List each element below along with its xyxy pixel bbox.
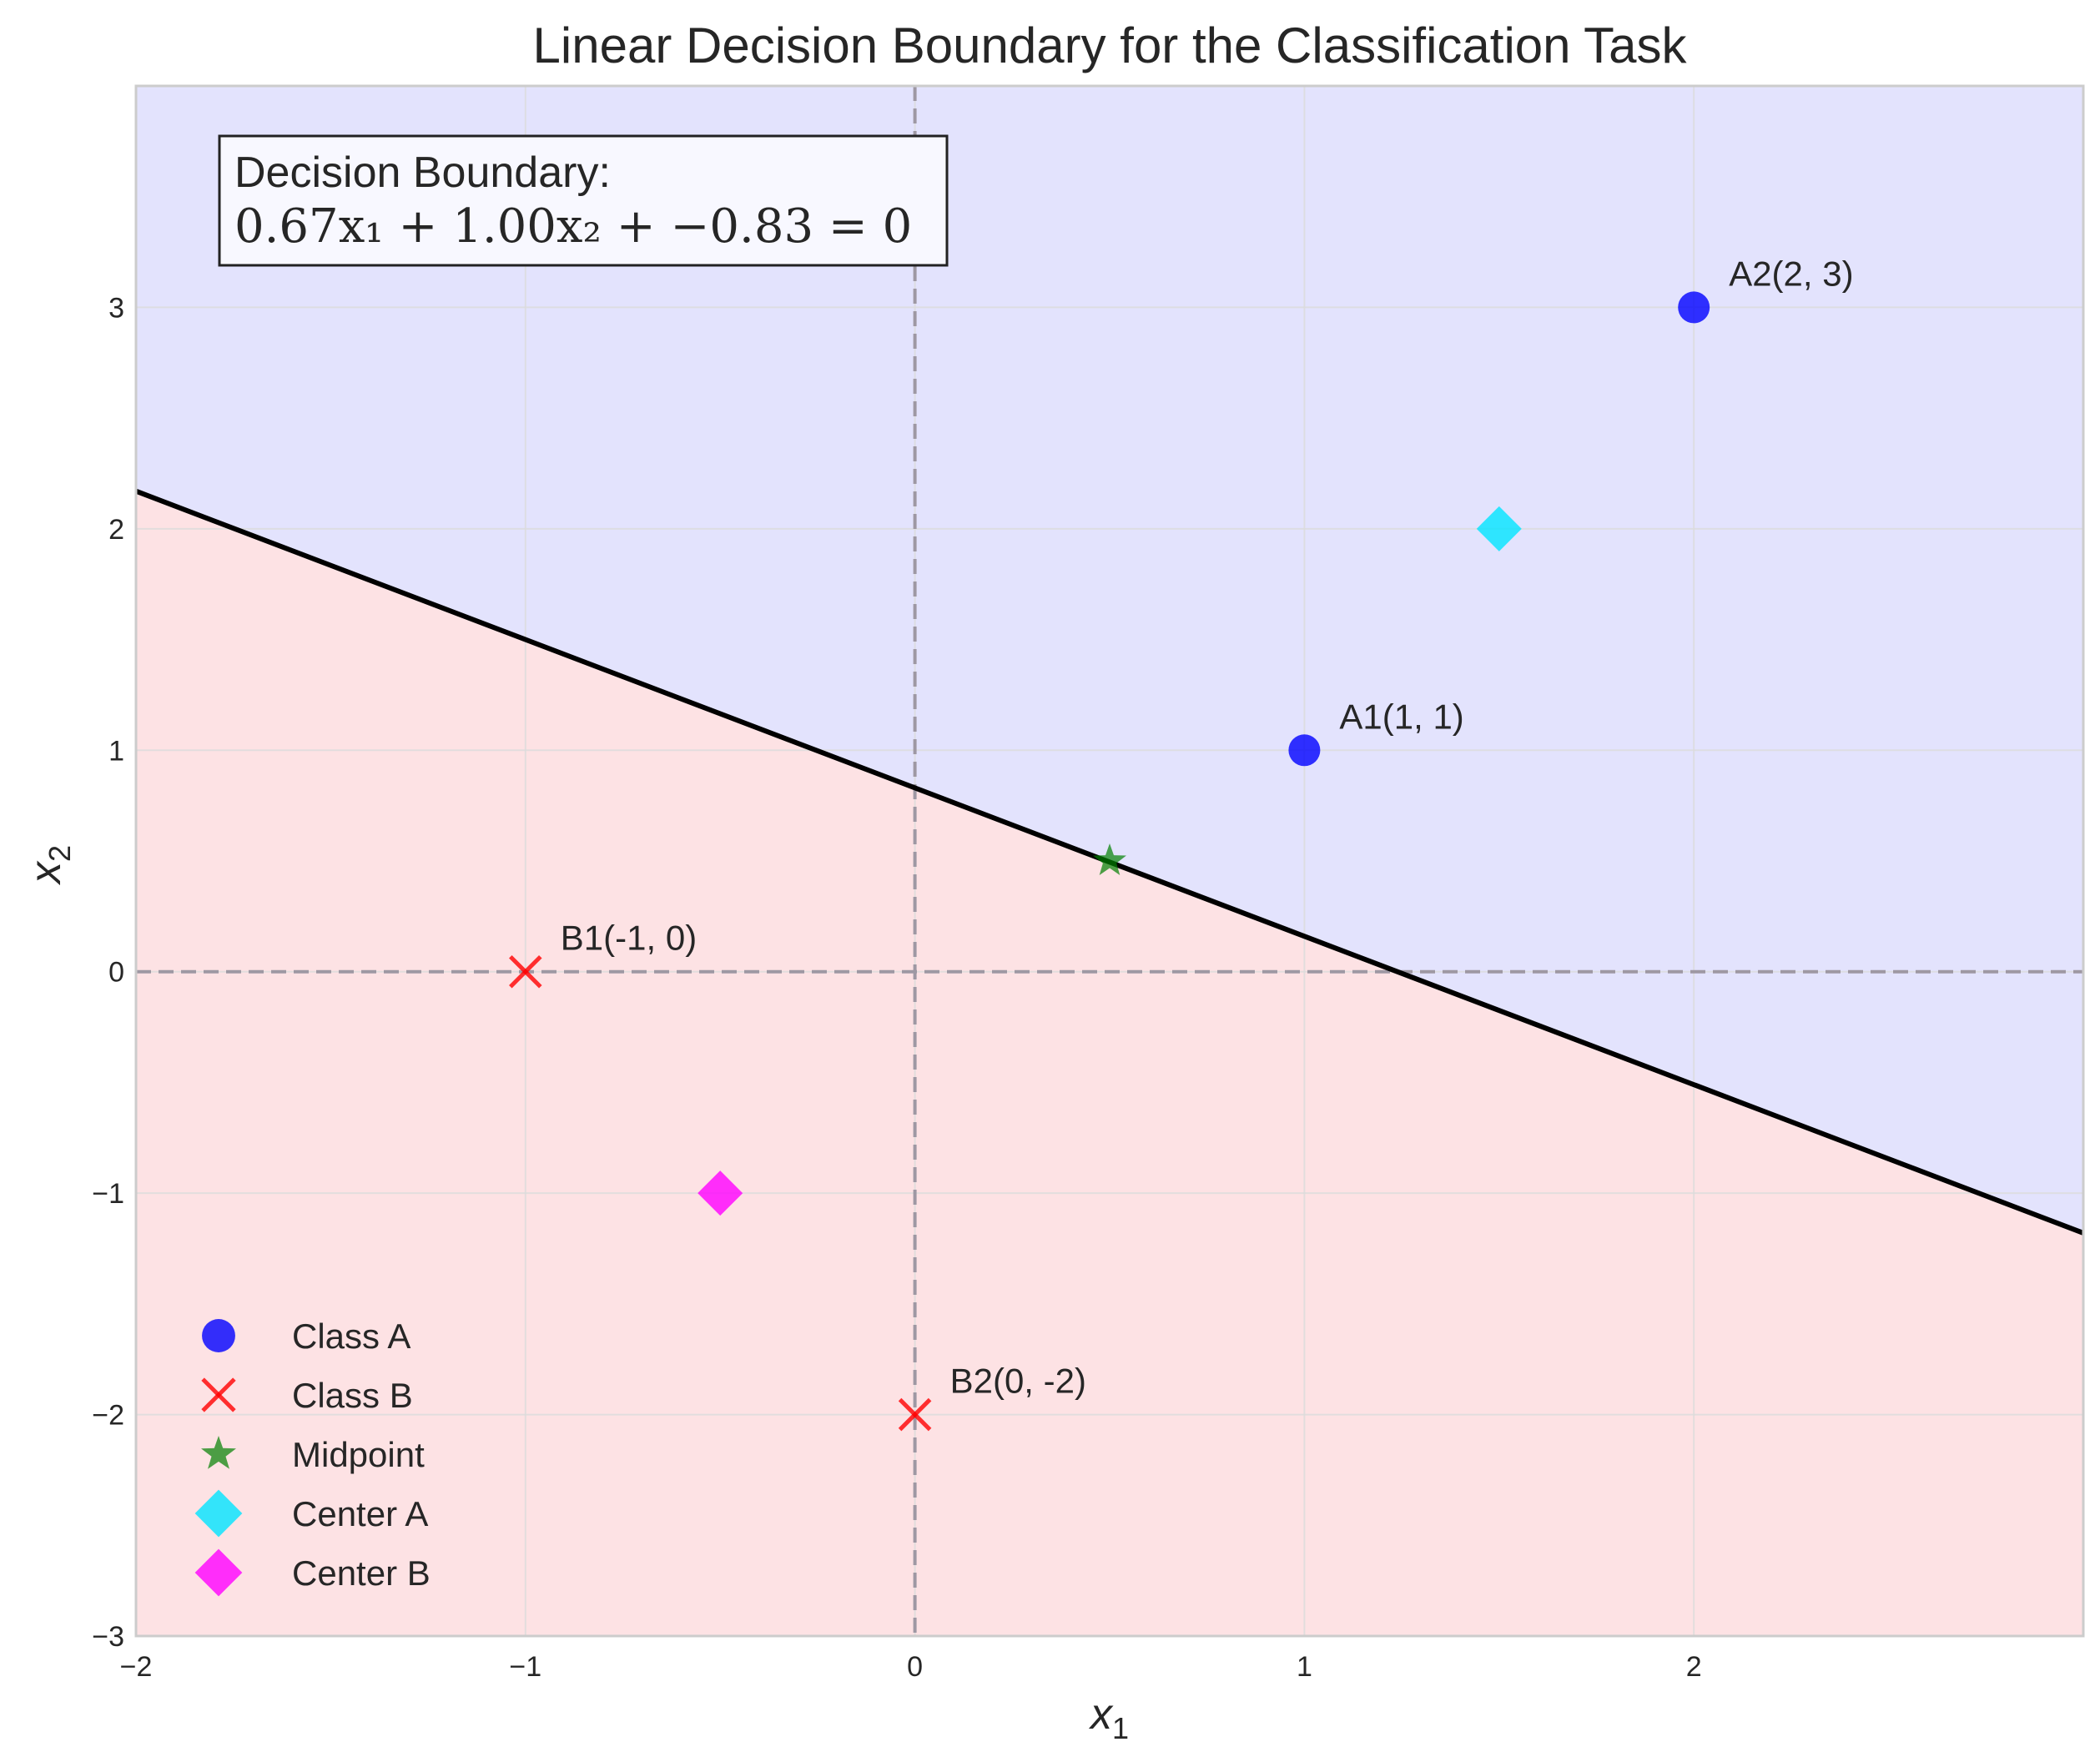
y-axis-label-subscript: 2 xyxy=(43,845,77,862)
x-axis-label-subscript: 1 xyxy=(1112,1711,1129,1745)
legend-marker-class-a xyxy=(202,1319,235,1352)
point-label: A2(2, 3) xyxy=(1729,254,1853,293)
legend-item-center-b: Center B xyxy=(194,1548,431,1597)
class-b-region xyxy=(136,491,2083,1636)
marker-stroke xyxy=(898,1397,932,1432)
class-b-point xyxy=(898,1397,932,1432)
y-tick-label: 3 xyxy=(108,292,124,324)
equation-box: Decision Boundary: 0.67x₁ + 1.00x₂ + −0.… xyxy=(218,134,949,267)
y-tick-label: −1 xyxy=(92,1178,124,1210)
x-axis-ticks: −2 −1 0 1 2 xyxy=(120,1651,1702,1683)
chart-title: Linear Decision Boundary for the Classif… xyxy=(533,18,1688,73)
legend-label: Center A xyxy=(292,1494,428,1533)
legend-item-class-b: Class B xyxy=(201,1376,413,1415)
center-b-point xyxy=(697,1170,743,1216)
class-a-region xyxy=(136,86,2083,1233)
y-axis-label-main: x xyxy=(22,860,70,886)
midpoint-point xyxy=(1093,843,1126,875)
plot-frame xyxy=(134,84,2085,1638)
legend-marker-center-a xyxy=(194,1489,243,1538)
x-tick-label: 2 xyxy=(1686,1651,1702,1683)
plot-background xyxy=(136,86,2083,1636)
class-b-point xyxy=(509,954,542,989)
legend-item-center-a: Center A xyxy=(194,1489,428,1538)
point-label: B1(-1, 0) xyxy=(561,919,697,958)
equation-box-formula: 0.67x₁ + 1.00x₂ + −0.83 = 0 xyxy=(234,199,912,254)
point-annotations: A1(1, 1) A2(2, 3) B1(-1, 0) B2(0, -2) xyxy=(561,254,1854,1400)
class-a-point xyxy=(1678,291,1710,324)
y-tick-label: −2 xyxy=(92,1400,124,1432)
legend-marker-center-b xyxy=(194,1548,243,1597)
point-label: B2(0, -2) xyxy=(950,1362,1086,1401)
y-tick-label: 0 xyxy=(108,957,124,989)
y-tick-label: 2 xyxy=(108,514,124,546)
legend-label: Class B xyxy=(292,1376,413,1415)
x-tick-label: 0 xyxy=(907,1651,923,1683)
plot-border xyxy=(134,84,2085,1638)
x-axis-label-main: x xyxy=(1088,1690,1114,1739)
y-axis-label: x2 xyxy=(22,845,77,886)
point-label: A1(1, 1) xyxy=(1339,697,1463,736)
legend: Class A Class B Midpoint Center A Center B xyxy=(194,1316,431,1597)
y-axis-ticks: −3 −2 −1 0 1 2 3 xyxy=(92,292,124,1653)
legend-label: Class A xyxy=(292,1316,410,1356)
y-tick-label: 1 xyxy=(108,735,124,767)
equation-box-frame xyxy=(218,134,949,267)
legend-marker-class-b xyxy=(201,1377,236,1412)
legend-item-class-a: Class A xyxy=(202,1316,410,1356)
marker-stroke xyxy=(509,954,542,989)
y-tick-label: −3 xyxy=(92,1621,124,1653)
equation-box-title: Decision Boundary: xyxy=(234,149,611,197)
x-tick-label: −1 xyxy=(509,1651,541,1683)
legend-item-midpoint: Midpoint xyxy=(201,1435,425,1474)
x-tick-label: −2 xyxy=(120,1651,153,1683)
center-a-point xyxy=(1476,506,1522,551)
marker-stroke xyxy=(201,1377,236,1412)
legend-label: Center B xyxy=(292,1553,431,1593)
x-tick-label: 1 xyxy=(1297,1651,1312,1683)
x-axis-label: x1 xyxy=(1088,1690,1129,1745)
data-points xyxy=(509,291,1710,1432)
reference-lines xyxy=(136,86,2083,1636)
legend-label: Midpoint xyxy=(292,1435,425,1474)
class-a-point xyxy=(1288,734,1321,767)
legend-marker-midpoint xyxy=(201,1436,236,1469)
